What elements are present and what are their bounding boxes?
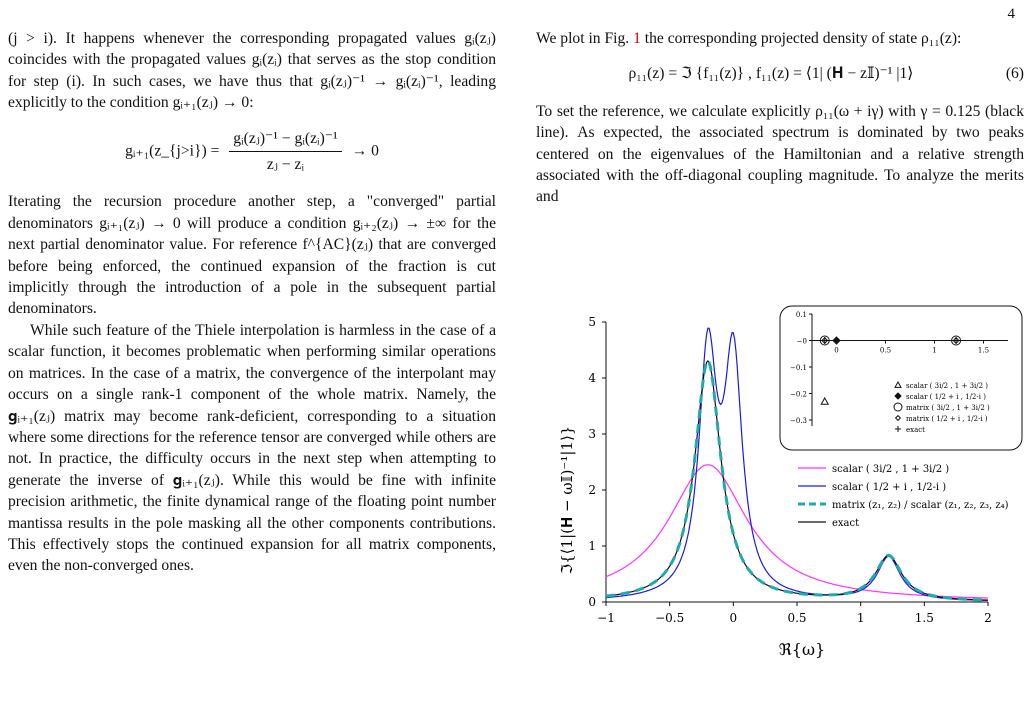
right-paragraph-1-text-a: We plot in Fig.	[536, 30, 634, 47]
series-line-1	[605, 327, 989, 601]
y-tick-label: 2	[588, 483, 596, 497]
y-axis-label: ℑ{⟨1|(𝐇 − ω𝕀)⁻¹|1⟩}	[558, 426, 576, 575]
inset-legend-label: matrix ( 3i/2 , 1 + 3i/2 )	[906, 404, 990, 412]
figure-reference-link[interactable]: 1	[633, 30, 641, 47]
inset-legend-label: scalar ( 3i/2 , 1 + 3i/2 )	[906, 382, 988, 390]
right-paragraph-2: To set the reference, we calculate expli…	[536, 102, 1024, 206]
inset-y-tick-label: −0.2	[790, 391, 807, 399]
inset-y-tick-label: −0.3	[790, 417, 807, 425]
equation-rhs: → 0	[351, 142, 379, 160]
legend-label: scalar ( 3i/2 , 1 + 3i/2 )	[832, 464, 949, 475]
x-tick-label: 1.5	[915, 611, 934, 625]
circle-marker	[893, 402, 903, 412]
x-tick-label: −0.5	[655, 611, 684, 625]
y-tick-label: 1	[588, 539, 596, 553]
page-number: 4	[1007, 6, 1016, 22]
x-tick-label: 0.5	[787, 611, 806, 625]
x-tick-label: 1	[857, 611, 865, 625]
density-of-states-figure: −1 −0.5 0 0.5 1 1.5 2 0 1 2 3 4 5 scalar ( 3i/2 , 1 …	[558, 305, 1023, 659]
inset-legend-label: scalar ( 1/2 + i , 1/2-i )	[906, 393, 986, 401]
circle-marker	[951, 335, 962, 346]
y-tick-label: 5	[588, 315, 596, 329]
equation-6-body: ρ₁₁(z) = ℑ {f₁₁(z)} , f₁₁(z) = ⟨1| (𝐇 − …	[628, 65, 914, 83]
inset-y-tick-label: 0.1	[796, 311, 807, 319]
left-paragraph-1: (j > i). It happens whenever the corresp…	[8, 30, 496, 112]
inset-x-tick-label: 1	[932, 347, 936, 355]
filled-diamond-marker	[894, 392, 902, 400]
right-paragraph-1: We plot in Fig. 1 the corresponding proj…	[536, 28, 1024, 49]
triangle-marker	[820, 396, 830, 405]
series-line-3	[605, 359, 988, 601]
plus-marker	[952, 337, 960, 344]
plus-marker	[821, 337, 829, 344]
inset-frame	[779, 305, 1023, 451]
inset-legend-label: matrix ( 1/2 + i , 1/2-i )	[906, 415, 988, 423]
legend-label: scalar ( 1/2 + i , 1/2-i )	[832, 482, 946, 493]
left-paragraph-2: Iterating the recursion procedure anothe…	[8, 193, 496, 318]
legend-label: exact	[832, 518, 859, 529]
left-paragraph-3: While such feature of the Thiele interpo…	[8, 321, 496, 575]
circle-marker	[819, 335, 830, 346]
filled-diamond-marker	[832, 336, 841, 345]
left-column: (j > i). It happens whenever the corresp…	[8, 28, 496, 577]
inset-y-tick-label: −0	[797, 338, 807, 346]
equation-denominator: zⱼ − zᵢ	[266, 156, 305, 174]
x-axis-label: ℜ{ω}	[779, 640, 825, 659]
x-tick-label: 0	[730, 611, 738, 625]
triangle-marker	[894, 380, 902, 388]
y-tick-label: 4	[588, 371, 596, 385]
y-tick-label: 0	[588, 595, 596, 609]
plus-marker	[895, 426, 901, 432]
inset-x-tick-label: 1.5	[978, 347, 989, 355]
x-tick-label: −1	[597, 611, 615, 625]
equation-6-number: (6)	[1005, 65, 1024, 83]
equation-6: ρ₁₁(z) = ℑ {f₁₁(z)} , f₁₁(z) = ⟨1| (𝐇 − …	[536, 63, 1024, 84]
legend-label: matrix (z₁, z₂) / scalar (z₁, z₂, z₃, z₄…	[832, 500, 1009, 511]
inset-x-tick-label: 0.5	[880, 347, 891, 355]
main-plot-curves	[605, 327, 989, 602]
inset-legend-label: exact	[906, 426, 925, 434]
inset-x-tick-label: 0	[834, 347, 838, 355]
series-line-0	[605, 464, 988, 599]
inset-plot: 0 0.5 1 1.5 0.1 −0 −0.1 −0.2 −0.3 scalar ( 3i/2 ,…	[779, 305, 1023, 451]
x-tick-label: 2	[984, 611, 992, 625]
y-tick-label: 3	[588, 427, 596, 441]
equation-fraction: gᵢ(zⱼ)⁻¹ − gᵢ(zᵢ)⁻¹ zⱼ − zᵢ	[229, 128, 342, 176]
inset-y-tick-label: −0.1	[790, 364, 807, 372]
diamond-marker	[894, 414, 902, 422]
right-paragraph-1-text-b: the corresponding projected density of s…	[640, 30, 962, 47]
main-plot-axes: −1 −0.5 0 0.5 1 1.5 2 0 1 2 3 4 5	[588, 315, 991, 625]
right-column: We plot in Fig. 1 the corresponding proj…	[536, 28, 1024, 208]
equation-lhs: gᵢ₊₁(z_{j>i}) =	[125, 142, 220, 160]
equation-numerator: gᵢ(zⱼ)⁻¹ − gᵢ(zᵢ)⁻¹	[229, 128, 342, 153]
main-plot-legend: scalar ( 3i/2 , 1 + 3i/2 ) scalar ( 1/2 +…	[798, 464, 1009, 529]
equation-partial-denominator: gᵢ₊₁(z_{j>i}) = gᵢ(zⱼ)⁻¹ − gᵢ(zᵢ)⁻¹ zⱼ −…	[8, 128, 496, 176]
